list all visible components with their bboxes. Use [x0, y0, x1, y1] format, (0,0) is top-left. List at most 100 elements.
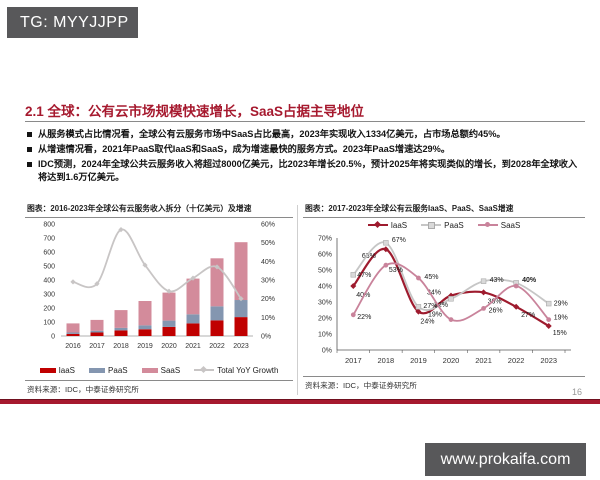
legend-label: PaaS	[444, 220, 464, 230]
legend-item-iaas: IaaS	[39, 365, 76, 375]
legend-item-paas: PaaS	[89, 366, 128, 375]
svg-text:200: 200	[43, 306, 55, 313]
saas-swatch-icon	[141, 367, 158, 373]
legend-label: IaaS	[390, 220, 408, 230]
svg-text:10%: 10%	[261, 315, 275, 322]
svg-text:26%: 26%	[489, 307, 503, 314]
iaas-swatch-icon	[39, 367, 56, 373]
legend-label: SaaS	[160, 365, 181, 375]
svg-text:2018: 2018	[378, 356, 395, 365]
svg-text:19%: 19%	[554, 315, 568, 322]
svg-text:600: 600	[43, 250, 55, 257]
bullet-item: 从服务模式占比情况看，全球公有云服务市场中SaaS占比最高，2023年实现收入1…	[27, 128, 585, 142]
svg-text:34%: 34%	[427, 290, 441, 297]
svg-text:53%: 53%	[389, 267, 403, 274]
svg-text:29%: 29%	[554, 301, 568, 308]
svg-text:0: 0	[51, 334, 55, 341]
svg-text:20%: 20%	[261, 296, 275, 303]
left-chart-caption: 图表：2016-2023年全球公有云服务收入拆分（十亿美元）及增速	[25, 203, 293, 218]
svg-text:100: 100	[43, 320, 55, 327]
legend-label: Total YoY Growth	[217, 365, 279, 375]
svg-text:500: 500	[43, 264, 55, 271]
svg-text:50%: 50%	[318, 268, 332, 275]
left-chart: 0 100 200 300 400 500 600 700 800 0% 10% 20% 30% 40% 5…	[25, 218, 293, 363]
svg-text:0%: 0%	[261, 334, 271, 341]
bullet-item: IDC预测，2024年全球公共云服务收入将超过8000亿美元，比2023年增长2…	[27, 158, 585, 186]
svg-text:43%: 43%	[490, 277, 504, 284]
bullet-item: 从增速情况看，2021年PaaS取代IaaS和SaaS，成为增速最快的服务方式。…	[27, 143, 585, 157]
tg-channel-text: TG: MYYJJPP	[20, 13, 129, 31]
svg-text:45%: 45%	[424, 274, 438, 281]
svg-text:60%: 60%	[261, 222, 275, 229]
paas-swatch-icon	[89, 367, 106, 373]
yoy-line-icon	[194, 365, 215, 374]
legend-item-yoy: Total YoY Growth	[194, 366, 278, 375]
svg-text:60%: 60%	[318, 252, 332, 259]
svg-text:70%: 70%	[318, 236, 332, 243]
svg-text:40%: 40%	[318, 284, 332, 291]
svg-text:800: 800	[43, 222, 55, 229]
right-chart: 0% 10% 20% 30% 40% 50% 60% 70% 2017 2018 2019 2020 2…	[303, 232, 585, 373]
svg-text:15%: 15%	[553, 330, 567, 337]
svg-text:22%: 22%	[357, 314, 371, 321]
page-number: 16	[571, 387, 582, 397]
panel-divider	[297, 205, 298, 395]
legend-label: IaaS	[58, 365, 76, 375]
svg-text:50%: 50%	[261, 240, 275, 247]
svg-text:2021: 2021	[475, 356, 492, 365]
svg-text:47%: 47%	[357, 272, 371, 279]
svg-text:2023: 2023	[540, 356, 557, 365]
bullet-text: 从增速情况看，2021年PaaS取代IaaS和SaaS，成为增速最快的服务方式。…	[38, 143, 451, 154]
left-chart-panel: 图表：2016-2023年全球公有云服务收入拆分（十亿美元）及增速 0 100 20…	[25, 203, 293, 395]
svg-text:2019: 2019	[137, 343, 153, 350]
svg-text:300: 300	[43, 292, 55, 299]
svg-text:0%: 0%	[322, 348, 332, 355]
bullet-list: 从服务模式占比情况看，全球公有云服务市场中SaaS占比最高，2023年实现收入1…	[27, 128, 585, 186]
right-chart-svg: 0% 10% 20% 30% 40% 50% 60% 70% 2017 2018 2019 2020 2…	[318, 236, 571, 365]
svg-text:30%: 30%	[261, 278, 275, 285]
svg-text:36%: 36%	[488, 298, 502, 305]
bullet-square-icon	[27, 146, 32, 152]
svg-text:30%: 30%	[318, 300, 332, 307]
iaas-line-icon	[367, 220, 388, 229]
tg-channel-banner: TG: MYYJJPP	[7, 7, 138, 38]
svg-text:27%: 27%	[521, 312, 535, 319]
bullet-square-icon	[27, 132, 32, 137]
left-source-note: 资料来源：IDC，中泰证券研究所	[25, 380, 293, 395]
svg-text:40%: 40%	[261, 259, 275, 266]
svg-text:2022: 2022	[209, 343, 225, 350]
legend-item-saas: SaaS	[141, 365, 181, 375]
legend-item-iaas: IaaS	[367, 220, 408, 230]
svg-text:2023: 2023	[233, 343, 249, 350]
svg-text:2019: 2019	[410, 356, 427, 365]
svg-text:10%: 10%	[318, 332, 332, 339]
legend-label: PaaS	[108, 365, 128, 375]
saas-line-icon	[477, 221, 498, 229]
svg-text:400: 400	[43, 278, 55, 285]
bullet-square-icon	[27, 161, 32, 167]
svg-text:2020: 2020	[443, 356, 460, 365]
svg-text:63%: 63%	[362, 253, 376, 260]
svg-text:2020: 2020	[161, 343, 177, 350]
svg-text:20%: 20%	[318, 316, 332, 323]
svg-text:67%: 67%	[392, 237, 406, 244]
footer-accent-bar	[0, 399, 600, 404]
svg-text:40%: 40%	[522, 277, 537, 284]
left-chart-svg: 0 100 200 300 400 500 600 700 800 0% 10% 20% 30% 40% 5…	[43, 222, 275, 351]
svg-text:32%: 32%	[434, 302, 448, 309]
page-title: 2.1 全球：公有云市场规模快速增长，SaaS占据主导地位	[25, 104, 365, 119]
svg-text:2017: 2017	[89, 343, 105, 350]
legend-item-saas: SaaS	[477, 220, 521, 230]
right-chart-legend: IaaS PaaS SaaS	[303, 218, 585, 232]
legend-label: SaaS	[500, 220, 521, 230]
svg-text:2017: 2017	[345, 356, 362, 365]
stacked-bars	[66, 242, 248, 336]
svg-text:700: 700	[43, 236, 55, 243]
title-divider	[25, 121, 585, 122]
svg-text:2018: 2018	[113, 343, 129, 350]
watermark-banner: www.prokaifa.com	[425, 443, 586, 476]
svg-text:27%: 27%	[423, 303, 437, 310]
svg-text:2022: 2022	[508, 356, 525, 365]
svg-text:24%: 24%	[420, 319, 434, 326]
